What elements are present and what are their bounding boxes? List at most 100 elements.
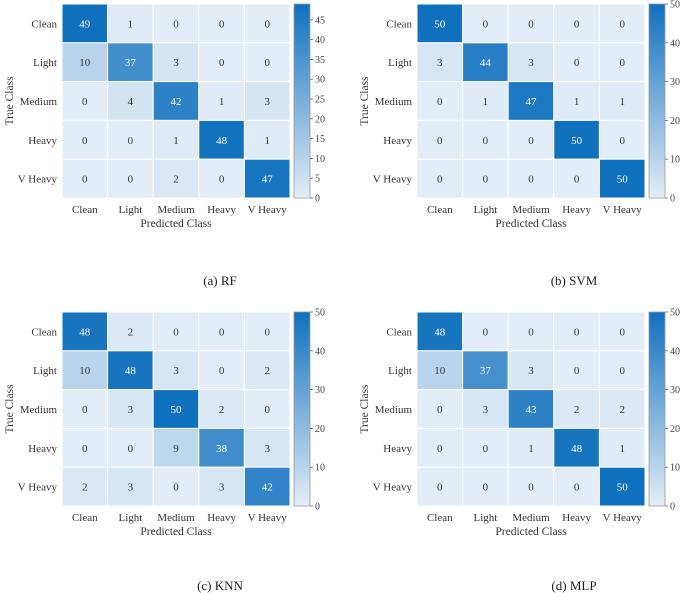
colorbar-tick-label: 15 — [315, 134, 325, 145]
cell — [462, 81, 509, 121]
cell — [462, 158, 509, 199]
cell — [243, 119, 291, 160]
cell-value: 3 — [437, 57, 443, 69]
cell — [553, 389, 600, 429]
colorbar-tick-label: 25 — [315, 95, 325, 106]
cell-value: 0 — [574, 365, 580, 377]
cell-value: 0 — [173, 326, 179, 338]
y-tick-label: V Heavy — [373, 482, 413, 494]
cell-value: 2 — [619, 404, 625, 416]
cell-value: 3 — [264, 96, 270, 108]
x-tick-label: Clean — [427, 512, 453, 524]
cell — [553, 3, 600, 44]
cell-value: 0 — [528, 482, 534, 494]
cell-value: 44 — [480, 57, 492, 69]
y-tick-label: Light — [33, 365, 57, 377]
cell-value: 47 — [262, 174, 274, 186]
cell-value: 48 — [79, 326, 91, 338]
cell — [507, 389, 555, 429]
cell — [107, 389, 154, 429]
cell-value: 2 — [574, 404, 580, 416]
cell — [152, 466, 200, 507]
cell-value: 50 — [571, 135, 583, 147]
cell — [462, 427, 509, 468]
cell-value: 0 — [483, 443, 489, 455]
cell-value: 1 — [173, 135, 179, 147]
x-tick-label: Heavy — [562, 512, 591, 524]
cell-value: 0 — [264, 404, 270, 416]
cell — [553, 158, 600, 199]
confusion-matrix-rf: 49 1 0 0 010 37 3 0 00 4 42 1 30 0 1 48 10 0 2 0 47CleanLigh… — [4, 3, 325, 288]
cell — [107, 350, 154, 391]
cell — [416, 158, 464, 199]
y-tick-label: Medium — [20, 404, 58, 416]
y-tick-label: Medium — [375, 404, 413, 416]
cell — [152, 158, 200, 199]
cell-value: 0 — [574, 482, 580, 494]
x-tick-label: Heavy — [562, 204, 591, 216]
cell-value: 0 — [483, 482, 489, 494]
cell-value: 0 — [82, 174, 88, 186]
x-tick-label: V Heavy — [603, 204, 643, 216]
cell-value: 0 — [264, 57, 270, 69]
cell-value: 0 — [437, 482, 443, 494]
cell-value: 48 — [434, 326, 446, 338]
cell-value: 48 — [216, 135, 228, 147]
cell-value: 50 — [434, 18, 446, 30]
x-tick-label: Medium — [512, 512, 550, 524]
cell-value: 48 — [125, 365, 137, 377]
cell — [598, 350, 646, 391]
y-axis-title: True Class — [359, 384, 371, 434]
cell-value: 0 — [437, 96, 443, 108]
x-axis-title: Predicted Class — [140, 218, 212, 230]
cell-value: 2 — [264, 365, 270, 377]
colorbar-tick-label: 45 — [315, 15, 325, 26]
cell-value: 1 — [264, 135, 270, 147]
colorbar — [648, 311, 666, 507]
cell — [462, 466, 509, 507]
x-tick-label: Medium — [157, 512, 195, 524]
colorbar-tick-label: 40 — [670, 38, 680, 49]
cell-value: 37 — [480, 365, 492, 377]
cell-value: 1 — [619, 96, 625, 108]
x-tick-label: Light — [473, 512, 497, 524]
cell — [598, 389, 646, 429]
cell-value: 1 — [574, 96, 580, 108]
cell-value: 2 — [219, 404, 225, 416]
colorbar-tick-label: 20 — [670, 424, 680, 435]
y-tick-label: Medium — [20, 96, 58, 108]
colorbar-tick-label: 30 — [315, 75, 325, 86]
cell — [507, 81, 555, 121]
colorbar-tick-label: 40 — [315, 346, 325, 357]
y-axis-title: True Class — [4, 76, 16, 126]
x-tick-label: Clean — [427, 204, 453, 216]
cell-value: 3 — [528, 57, 534, 69]
cell-value: 0 — [528, 326, 534, 338]
colorbar — [648, 3, 666, 199]
cell-value: 0 — [528, 174, 534, 186]
colorbar-tick-label: 30 — [670, 77, 680, 88]
cell — [553, 350, 600, 391]
cell — [107, 81, 154, 121]
cell-value: 0 — [82, 443, 88, 455]
panel-caption: (c) KNN — [197, 578, 243, 593]
colorbar-tick-label: 20 — [670, 116, 680, 127]
x-tick-label: Light — [118, 204, 142, 216]
cell-value: 3 — [173, 57, 179, 69]
cell — [507, 427, 555, 468]
cell — [243, 350, 291, 391]
cell-value: 0 — [173, 482, 179, 494]
colorbar-tick-label: 30 — [670, 385, 680, 396]
cell-value: 0 — [574, 18, 580, 30]
cell-value: 3 — [128, 404, 134, 416]
cell-value: 0 — [219, 18, 225, 30]
cell — [598, 466, 646, 507]
cell — [198, 350, 245, 391]
colorbar-tick-label: 30 — [315, 385, 325, 396]
y-tick-label: Clean — [386, 326, 412, 338]
cell-value: 3 — [483, 404, 489, 416]
cell-value: 50 — [171, 404, 183, 416]
cell-value: 1 — [619, 443, 625, 455]
x-tick-label: Heavy — [207, 512, 236, 524]
